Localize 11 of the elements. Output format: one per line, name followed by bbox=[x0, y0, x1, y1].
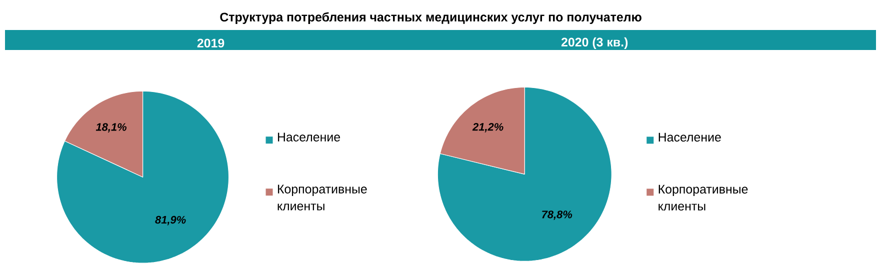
data-label: 21,2% bbox=[472, 123, 504, 132]
data-label: 18,1% bbox=[96, 123, 126, 132]
chart-subtitle: 2019 bbox=[197, 38, 224, 48]
data-label: 78,8% bbox=[542, 210, 572, 220]
legend-label: Население bbox=[658, 132, 721, 142]
legend-label: Население bbox=[278, 132, 340, 142]
legend-label: Корпоративные клиенты bbox=[658, 184, 748, 211]
text: Структура потребления частных медицинских услуг по получателю bbox=[220, 12, 642, 24]
data-label: 81,9% bbox=[155, 216, 186, 226]
chart-subtitle: 2020 (3 кв.) bbox=[561, 37, 628, 50]
legend-label: Корпоративные клиенты bbox=[278, 184, 367, 210]
